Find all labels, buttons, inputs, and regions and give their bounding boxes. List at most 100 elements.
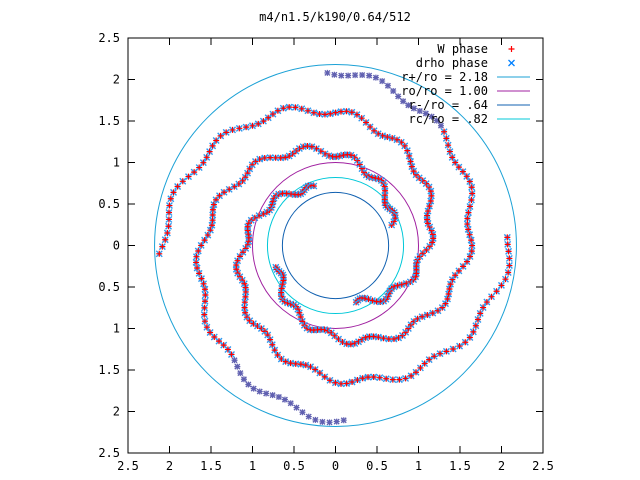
outer-phase-point (400, 98, 407, 105)
phase-points (155, 69, 513, 426)
outer-phase-point (299, 409, 306, 416)
w-phase-point (198, 242, 205, 249)
outer-phase-point (359, 71, 366, 78)
w-phase-point (245, 231, 252, 238)
w-phase-point (376, 374, 383, 381)
outer-phase-point (326, 419, 333, 426)
w-phase-point (452, 159, 459, 166)
w-phase-point (304, 143, 311, 150)
x-tick-label: 2.5 (532, 459, 554, 473)
w-phase-point (460, 263, 467, 270)
w-phase-point (412, 369, 419, 376)
w-phase-point (164, 229, 171, 236)
w-phase-point (162, 236, 169, 243)
w-phase-point (216, 192, 223, 199)
w-phase-point (226, 186, 233, 193)
x-tick-label: 2 (498, 459, 505, 473)
w-phase-point (195, 247, 202, 254)
w-phase-point (506, 255, 513, 262)
outer-phase-point (275, 393, 282, 400)
w-phase-point (191, 169, 198, 176)
legend-plus-marker (508, 46, 515, 52)
w-phase-point (332, 379, 339, 386)
w-phase-point (468, 248, 475, 255)
w-phase-point (328, 329, 335, 336)
w-phase-point (343, 380, 350, 387)
outer-phase-point (379, 78, 386, 85)
w-phase-point (469, 190, 476, 197)
w-phase-point (488, 293, 495, 300)
w-phase-point (228, 351, 235, 358)
outer-phase-point (231, 357, 238, 364)
w-phase-point (396, 376, 403, 383)
w-phase-point (249, 122, 256, 129)
w-phase-point (407, 158, 414, 165)
w-phase-point (390, 336, 397, 343)
legend-label: r-/ro = .64 (409, 98, 488, 112)
w-phase-point (466, 231, 473, 238)
x-tick-label: 2.5 (117, 459, 139, 473)
w-phase-point (204, 232, 211, 239)
w-phase-point (370, 333, 377, 340)
w-phase-point (506, 262, 513, 269)
w-phase-point (466, 334, 473, 341)
w-phase-point (443, 135, 450, 142)
w-phase-point (354, 377, 361, 384)
w-phase-point (393, 136, 400, 143)
w-phase-point (408, 163, 415, 170)
w-phase-point (304, 107, 311, 114)
outer-phase-point (338, 72, 345, 79)
w-phase-point (343, 108, 350, 115)
w-phase-point (338, 108, 345, 115)
x-tick-label: 1 (249, 459, 256, 473)
w-phase-point (426, 203, 433, 210)
outer-phase-point (395, 93, 402, 100)
w-phase-point (213, 137, 220, 144)
w-phase-point (399, 332, 406, 339)
w-phase-point (332, 109, 339, 116)
w-phase-point (202, 292, 209, 299)
outer-phase-point (384, 82, 391, 89)
w-phase-point (255, 120, 262, 127)
w-phase-point (278, 285, 285, 292)
chart-title: m4/n1.5/k190/0.64/512 (259, 10, 411, 24)
w-phase-point (174, 183, 181, 190)
w-phase-point (450, 346, 457, 353)
outer-phase-point (269, 392, 276, 399)
w-phase-point (321, 111, 328, 118)
w-phase-point (446, 286, 453, 293)
w-phase-point (203, 154, 210, 161)
outer-phase-point (372, 74, 379, 81)
w-phase-point (417, 364, 424, 371)
outer-phase-point (428, 113, 435, 120)
w-phase-point (296, 145, 303, 152)
w-phase-point (310, 109, 317, 116)
outer-phase-point (345, 72, 352, 79)
w-phase-point (419, 313, 426, 320)
w-phase-point (472, 322, 479, 329)
w-phase-point (209, 212, 216, 219)
w-phase-point (216, 338, 223, 345)
y-tick-label: 1.5 (98, 363, 120, 377)
outer-phase-point (324, 69, 331, 76)
w-phase-point (367, 123, 374, 130)
w-phase-point (258, 325, 265, 332)
w-phase-point (427, 197, 434, 204)
w-phase-point (274, 107, 281, 114)
w-phase-point (444, 296, 451, 303)
w-phase-point (505, 269, 512, 276)
w-phase-point (201, 318, 208, 325)
w-phase-point (431, 353, 438, 360)
w-phase-point (419, 250, 426, 257)
w-phase-point (419, 177, 426, 184)
legend-label: W phase (437, 42, 488, 56)
w-phase-point (375, 334, 382, 341)
w-phase-point (252, 158, 259, 165)
outer-phase-point (340, 417, 347, 424)
w-phase-point (424, 312, 431, 319)
w-phase-point (348, 109, 355, 116)
w-phase-point (408, 372, 415, 379)
w-phase-point (466, 203, 473, 210)
w-phase-point (504, 241, 511, 248)
